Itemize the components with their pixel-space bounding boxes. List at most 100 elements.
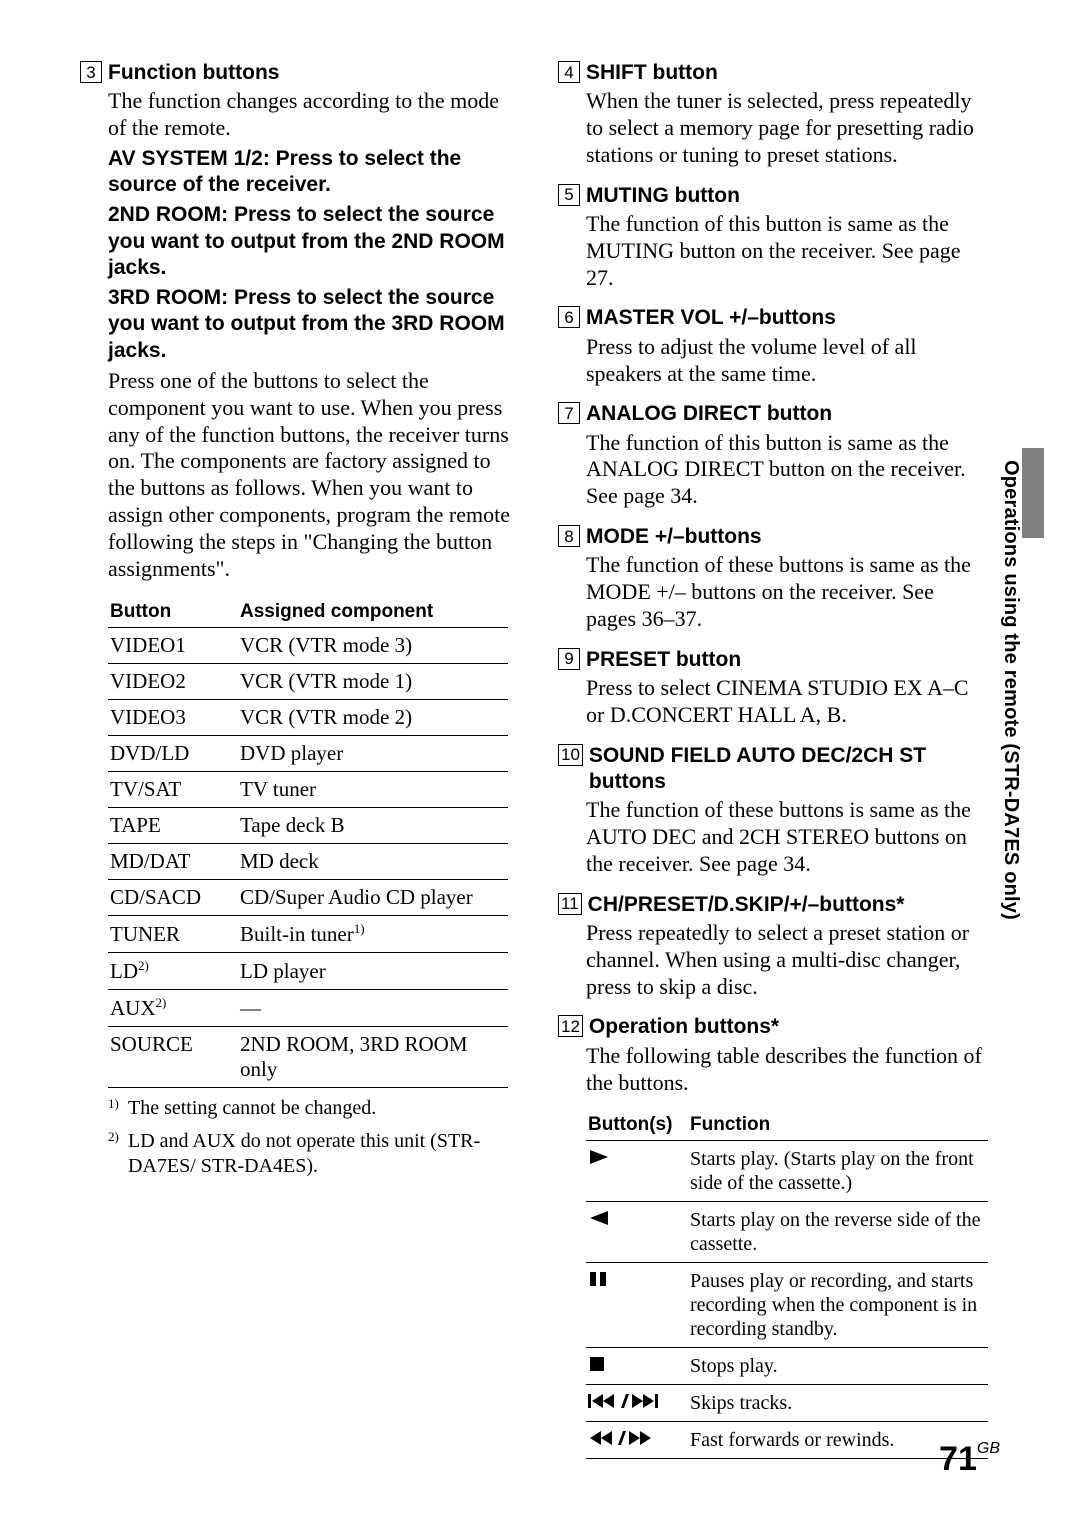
item: 7 ANALOG DIRECT button The function of thi… (558, 401, 988, 510)
item-body: The function of this button is same as t… (586, 430, 988, 510)
component-cell: Tape deck B (238, 807, 508, 843)
play-rev-icon (586, 1202, 688, 1263)
table-row: AUX2)— (108, 989, 508, 1026)
item-body: The function of these buttons is same as… (586, 797, 988, 877)
item-title: SHIFT button (586, 60, 718, 86)
play-icon (586, 1141, 688, 1202)
item-body: When the tuner is selected, press repeat… (586, 88, 988, 168)
button-cell: TUNER (108, 915, 238, 952)
ffrw-icon (586, 1422, 688, 1459)
item-title: MODE +/–buttons (586, 524, 762, 550)
box-number: 7 (558, 402, 580, 424)
item: 9PRESET buttonPress to select CINEMA STU… (558, 647, 988, 729)
operations-table: Button(s) Function Starts play. (Starts … (586, 1110, 988, 1459)
button-cell: LD2) (108, 952, 238, 989)
table-row: TUNERBuilt-in tuner1) (108, 915, 508, 952)
sub-heading: 2ND ROOM: Press to select the source you… (108, 202, 510, 281)
function-cell: Pauses play or recording, and starts rec… (688, 1263, 988, 1348)
table-row: Skips tracks. (586, 1385, 988, 1422)
item-title: Function buttons (108, 60, 279, 86)
component-cell: — (238, 989, 508, 1026)
component-cell: TV tuner (238, 771, 508, 807)
table-row: Stops play. (586, 1348, 988, 1385)
page-number: 71GB (939, 1440, 1000, 1479)
item: 11CH/PRESET/D.SKIP/+/–buttons*Press repe… (558, 892, 988, 1001)
skip-icon (586, 1385, 688, 1422)
sub-heading: AV SYSTEM 1/2: Press to select the sourc… (108, 146, 510, 199)
item-title: PRESET button (586, 647, 741, 673)
button-cell: MD/DAT (108, 843, 238, 879)
table-row: Pauses play or recording, and starts rec… (586, 1263, 988, 1348)
table-row: VIDEO3VCR (VTR mode 2) (108, 699, 508, 735)
table-header: Button(s) (586, 1110, 688, 1141)
item-body: The function of this button is same as t… (586, 211, 988, 291)
function-cell: Starts play. (Starts play on the front s… (688, 1141, 988, 1202)
button-cell: VIDEO2 (108, 663, 238, 699)
item-body: Press to select CINEMA STUDIO EX A–C or … (586, 675, 988, 729)
page-number-value: 71 (939, 1440, 977, 1478)
box-number: 6 (558, 306, 580, 328)
button-cell: AUX2) (108, 989, 238, 1026)
component-cell: DVD player (238, 735, 508, 771)
table-header: Function (688, 1110, 988, 1141)
item-body: The following table describes the functi… (586, 1043, 988, 1097)
item-body: The function changes according to the mo… (108, 88, 510, 142)
table-row: TAPETape deck B (108, 807, 508, 843)
table-row: SOURCE2ND ROOM, 3RD ROOM only (108, 1026, 508, 1087)
item-body: Press to adjust the volume level of all … (586, 334, 988, 388)
sub-heading: 3RD ROOM: Press to select the source you… (108, 285, 510, 364)
item-body: Press one of the buttons to select the c… (108, 368, 510, 583)
item: 12Operation buttons*The following table … (558, 1014, 988, 1096)
function-cell: Stops play. (688, 1348, 988, 1385)
item: 8MODE +/–buttonsThe function of these bu… (558, 524, 988, 633)
item-title: SOUND FIELD AUTO DEC/2CH ST buttons (589, 743, 988, 796)
assignment-table: Button Assigned component VIDEO1VCR (VTR… (108, 597, 508, 1088)
item-title: CH/PRESET/D.SKIP/+/–buttons* (588, 892, 905, 918)
component-cell: VCR (VTR mode 2) (238, 699, 508, 735)
table-row: Fast forwards or rewinds. (586, 1422, 988, 1459)
item-title: MUTING button (586, 183, 740, 209)
function-cell: Starts play on the reverse side of the c… (688, 1202, 988, 1263)
button-cell: DVD/LD (108, 735, 238, 771)
footnote: 2)LD and AUX do not operate this unit (S… (108, 1129, 510, 1179)
box-number: 10 (558, 744, 583, 766)
table-row: DVD/LDDVD player (108, 735, 508, 771)
table-row: TV/SATTV tuner (108, 771, 508, 807)
right-column: 4 SHIFT buttonWhen the tuner is selected,… (558, 60, 988, 1459)
component-cell: MD deck (238, 843, 508, 879)
box-number: 11 (558, 893, 582, 915)
box-number: 5 (558, 184, 580, 206)
component-cell: LD player (238, 952, 508, 989)
footnote: 1)The setting cannot be changed. (108, 1096, 510, 1121)
button-cell: SOURCE (108, 1026, 238, 1087)
table-header: Button (108, 597, 238, 628)
box-number: 8 (558, 525, 580, 547)
component-cell: 2ND ROOM, 3RD ROOM only (238, 1026, 508, 1087)
item-title: MASTER VOL +/–buttons (586, 305, 836, 331)
side-tab-label: Operations using the remote (STR-DA7ES o… (999, 460, 1022, 920)
box-number: 3 (80, 61, 102, 83)
table-row: CD/SACDCD/Super Audio CD player (108, 879, 508, 915)
item-title: Operation buttons* (589, 1014, 779, 1040)
button-cell: CD/SACD (108, 879, 238, 915)
table-row: LD2)LD player (108, 952, 508, 989)
table-row: Starts play on the reverse side of the c… (586, 1202, 988, 1263)
component-cell: CD/Super Audio CD player (238, 879, 508, 915)
item-title: ANALOG DIRECT button (586, 401, 832, 427)
item: 6 MASTER VOL +/–buttons Press to adjust th… (558, 305, 988, 387)
component-cell: Built-in tuner1) (238, 915, 508, 952)
button-cell: TAPE (108, 807, 238, 843)
item: 4 SHIFT buttonWhen the tuner is selected,… (558, 60, 988, 169)
pause-icon (586, 1263, 688, 1348)
side-tab: Operations using the remote (STR-DA7ES o… (992, 460, 1022, 1020)
component-cell: VCR (VTR mode 1) (238, 663, 508, 699)
table-row: Starts play. (Starts play on the front s… (586, 1141, 988, 1202)
page-number-suffix: GB (977, 1440, 1000, 1457)
box-number: 4 (558, 61, 580, 83)
side-tab-bar (1022, 448, 1044, 538)
item: 5 MUTING buttonThe function of this butto… (558, 183, 988, 292)
item: 10 SOUND FIELD AUTO DEC/2CH ST buttonsThe… (558, 743, 988, 878)
left-column: 3 Function buttons The function changes … (80, 60, 510, 1459)
item-3: 3 Function buttons The function changes … (80, 60, 510, 583)
component-cell: VCR (VTR mode 3) (238, 627, 508, 663)
